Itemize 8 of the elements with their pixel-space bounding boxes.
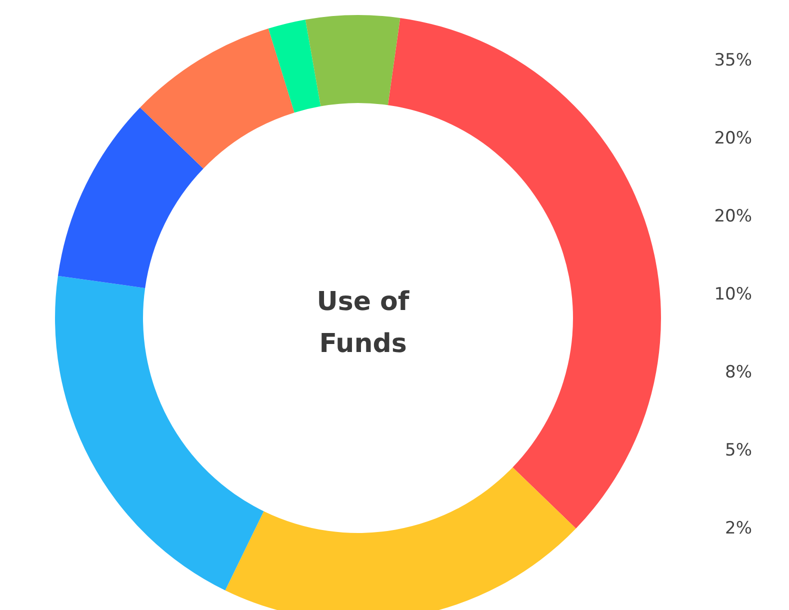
text: 35% <box>714 50 752 70</box>
text: Use of Funds <box>316 287 410 359</box>
text: 10% <box>714 284 752 304</box>
text: 20% <box>714 128 752 148</box>
text: 8% <box>725 362 752 382</box>
text: 5% <box>725 440 752 460</box>
text: 20% <box>714 206 752 226</box>
text: 2% <box>725 518 752 538</box>
